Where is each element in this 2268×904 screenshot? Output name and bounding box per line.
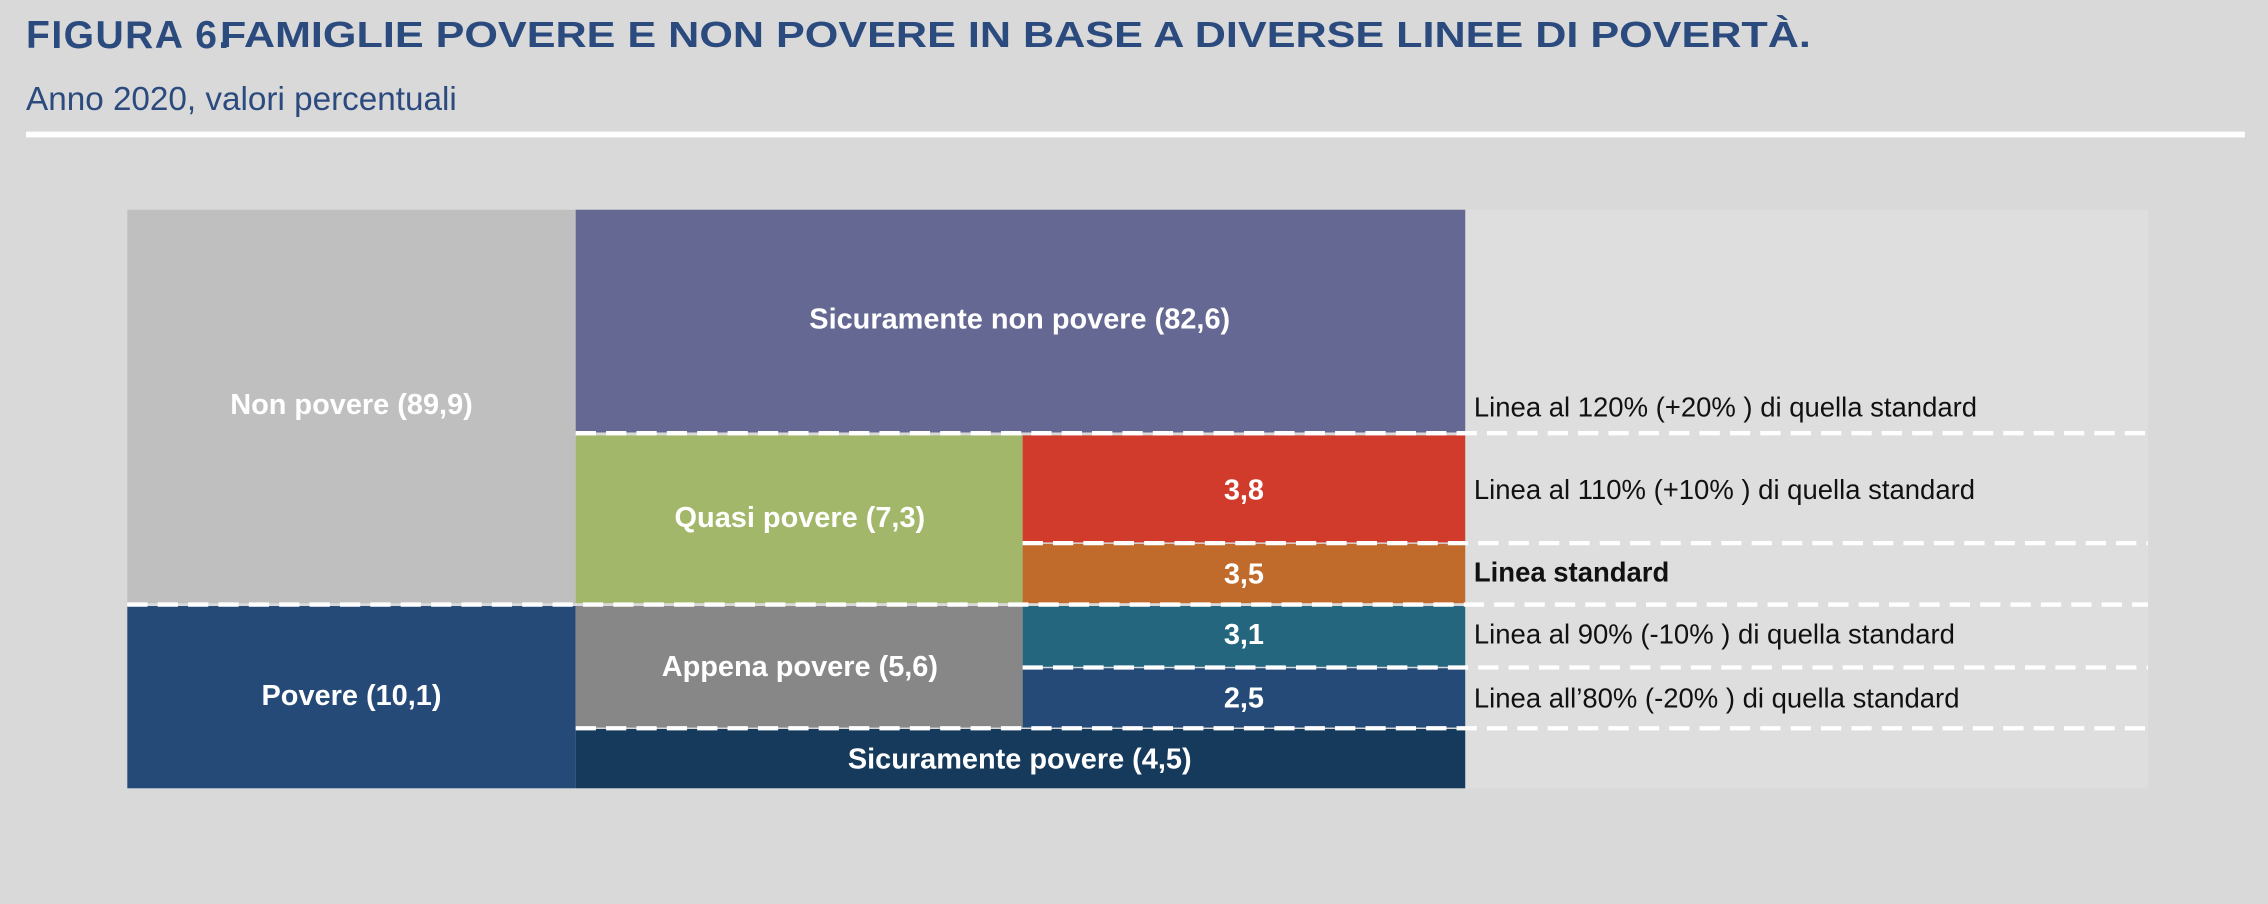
block-povere <box>127 606 576 789</box>
block-label: Sicuramente povere (4,5) <box>848 743 1192 775</box>
figure-number: FIGURA 6. <box>26 14 231 57</box>
block-label: 3,5 <box>1224 558 1264 590</box>
line-label: Linea all’80% (-20% ) di quella standard <box>1474 682 1960 713</box>
block-a2 <box>1022 668 1466 728</box>
block-label: 3,1 <box>1224 619 1264 651</box>
block-q2 <box>1022 543 1466 604</box>
block-label: 3,8 <box>1224 474 1264 506</box>
line-label: Linea al 120% (+20% ) di quella standard <box>1474 392 1977 423</box>
figure-title: FAMIGLIE POVERE E NON POVERE IN BASE A D… <box>220 14 1811 55</box>
block-label: 2,5 <box>1224 683 1264 715</box>
block-q1 <box>1022 435 1466 543</box>
line-label: Linea standard <box>1474 556 1669 587</box>
block-label: Povere (10,1) <box>262 680 442 712</box>
line-label: Linea al 90% (-10% ) di quella standard <box>1474 619 1955 650</box>
rule <box>26 131 2245 138</box>
label-area <box>1465 209 2148 789</box>
block-label: Sicuramente non povere (82,6) <box>809 304 1230 336</box>
block-sicuramente-non-povere <box>575 209 1466 433</box>
block-non-povere <box>127 209 576 604</box>
block-appena-povere <box>575 606 1023 728</box>
block-label: Quasi povere (7,3) <box>675 502 926 534</box>
block-label: Non povere (89,9) <box>230 389 473 421</box>
block-label: Appena povere (5,6) <box>662 651 938 683</box>
block-quasi-povere <box>575 435 1023 604</box>
block-sicuramente-povere <box>575 728 1466 789</box>
line-label: Linea al 110% (+10% ) di quella standard <box>1474 474 1975 505</box>
block-a1 <box>1022 606 1466 667</box>
subtitle: Anno 2020, valori percentuali <box>26 81 457 118</box>
